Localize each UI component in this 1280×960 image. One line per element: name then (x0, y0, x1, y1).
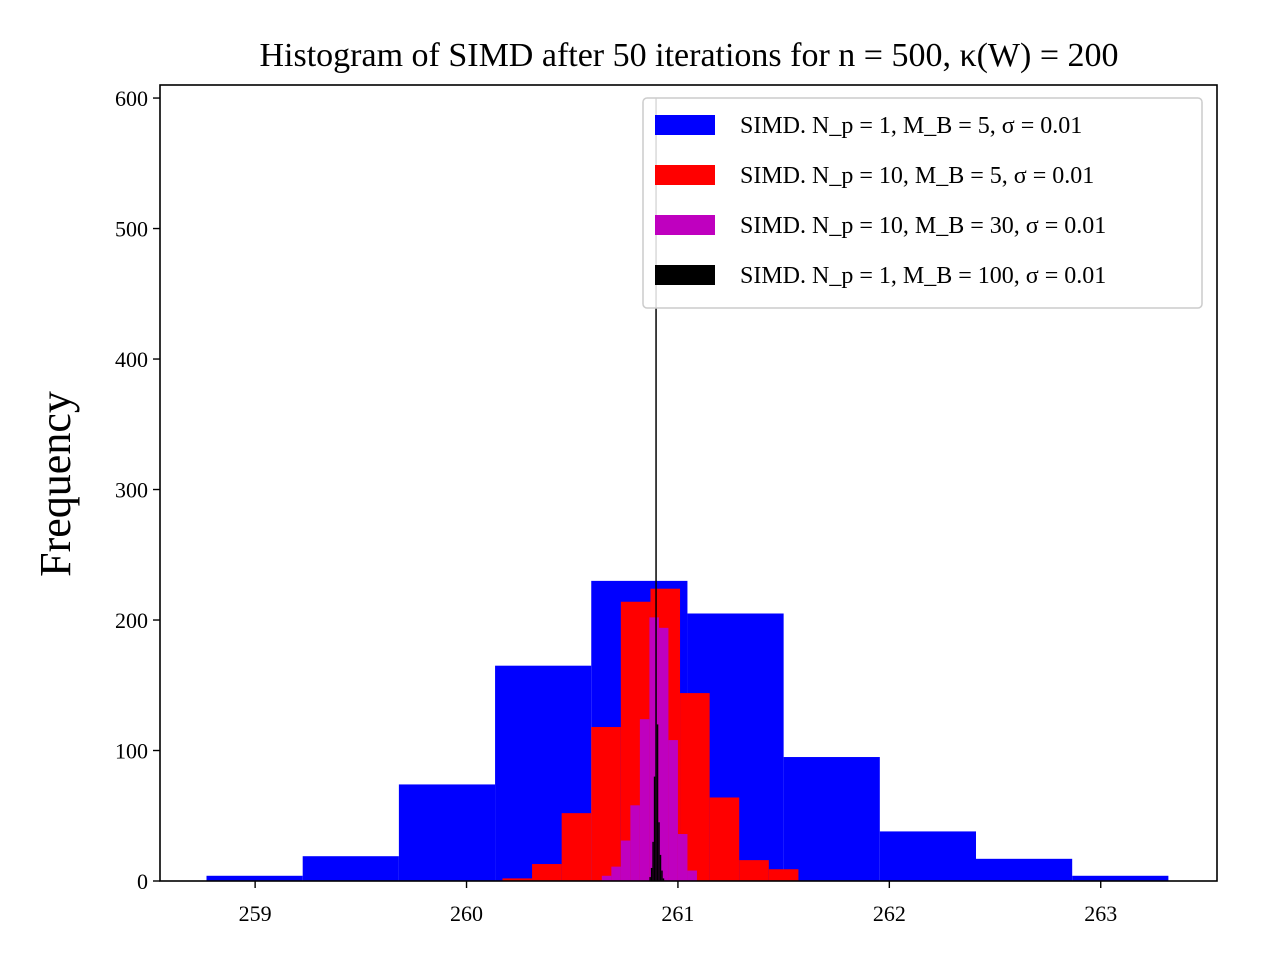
bar (532, 864, 562, 881)
bar (630, 805, 640, 881)
bar (611, 866, 621, 881)
x-tick-label: 259 (239, 901, 272, 926)
y-tick-label: 600 (115, 86, 148, 111)
legend-swatch (655, 265, 715, 285)
bar (656, 724, 659, 881)
bar (649, 877, 651, 881)
y-tick-label: 300 (115, 478, 148, 503)
bar (302, 856, 399, 881)
bar (739, 860, 769, 881)
legend-entry: SIMD. N_p = 1, M_B = 5, σ = 0.01 (740, 113, 1082, 139)
x-tick-label: 263 (1084, 901, 1117, 926)
bar (653, 776, 656, 881)
bar (561, 813, 592, 881)
y-tick-label: 100 (115, 739, 148, 764)
legend: SIMD. N_p = 1, M_B = 5, σ = 0.01 SIMD. N_… (642, 97, 1203, 309)
bar (591, 727, 621, 881)
y-tick-label: 500 (115, 217, 148, 242)
bar (206, 875, 303, 881)
bar (677, 834, 688, 881)
legend-swatch (655, 165, 715, 185)
bar (639, 719, 650, 881)
bar (502, 878, 533, 881)
y-tick-label: 400 (115, 347, 148, 372)
x-tick-label: 260 (450, 901, 483, 926)
bar (655, 98, 657, 881)
x-tick-label: 262 (873, 901, 906, 926)
histogram-bars (206, 98, 1169, 881)
bar (1072, 875, 1169, 881)
bar (620, 840, 631, 881)
bar (976, 858, 1073, 881)
bar (658, 822, 660, 881)
legend-entry: SIMD. N_p = 10, M_B = 30, σ = 0.01 (740, 213, 1106, 239)
legend-swatch (655, 215, 715, 235)
bar (649, 617, 659, 881)
bar (658, 627, 669, 881)
bar (879, 831, 977, 881)
plot-axes: 259 260 261 262 263 0 100 200 300 400 500 600 (115, 84, 1218, 926)
bar (650, 867, 653, 881)
y-tick-label: 0 (137, 869, 148, 894)
bar (709, 797, 740, 881)
bar (668, 740, 678, 881)
bar (662, 878, 665, 881)
series-4-bars (649, 98, 665, 881)
legend-entry: SIMD. N_p = 1, M_B = 100, σ = 0.01 (740, 263, 1106, 289)
bar (783, 757, 880, 881)
x-tick-label: 261 (661, 901, 694, 926)
y-axis-label: Frequency (31, 391, 80, 577)
bar (652, 841, 654, 881)
bar (659, 854, 662, 881)
series-3-bars (601, 617, 697, 881)
axes-frame (159, 84, 1218, 882)
bar (687, 870, 697, 881)
y-tick-label: 200 (115, 608, 148, 633)
bar (398, 784, 496, 881)
legend-box (642, 97, 1203, 309)
bar (768, 869, 799, 881)
bar (661, 870, 663, 881)
legend-swatch (655, 115, 715, 135)
chart-title: Histogram of SIMD after 50 iterations fo… (259, 37, 1118, 74)
bar (601, 875, 612, 881)
legend-entry: SIMD. N_p = 10, M_B = 5, σ = 0.01 (740, 163, 1094, 189)
